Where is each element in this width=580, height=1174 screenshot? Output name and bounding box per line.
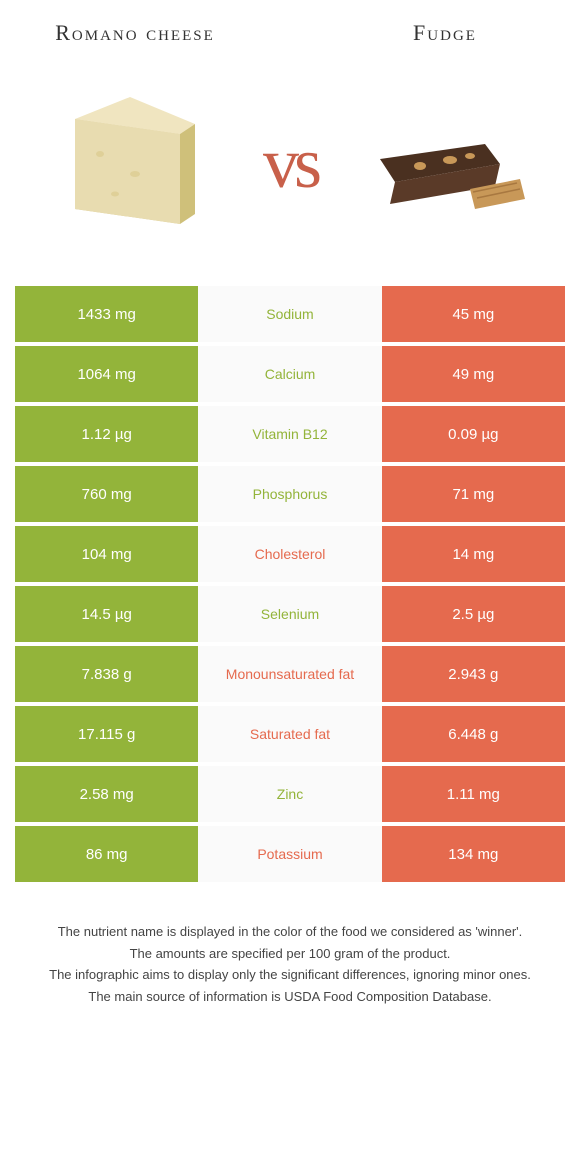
cheese-icon — [45, 79, 215, 249]
value-left: 1064 mg — [15, 346, 198, 402]
value-right: 2.5 µg — [382, 586, 565, 642]
footer-notes: The nutrient name is displayed in the co… — [15, 922, 565, 1006]
value-left: 86 mg — [15, 826, 198, 882]
nutrient-name: Vitamin B12 — [198, 406, 381, 462]
nutrient-name: Phosphorus — [198, 466, 381, 522]
value-left: 14.5 µg — [15, 586, 198, 642]
value-right: 0.09 µg — [382, 406, 565, 462]
value-right: 71 mg — [382, 466, 565, 522]
table-row: 1433 mgSodium45 mg — [15, 286, 565, 342]
nutrient-name: Potassium — [198, 826, 381, 882]
value-left: 2.58 mg — [15, 766, 198, 822]
header: Romano cheese Fudge — [15, 20, 565, 56]
nutrient-name: Sodium — [198, 286, 381, 342]
images-row: vs — [15, 56, 565, 286]
fudge-icon — [365, 104, 535, 224]
value-right: 134 mg — [382, 826, 565, 882]
nutrient-name: Monounsaturated fat — [198, 646, 381, 702]
footer-line-3: The infographic aims to display only the… — [35, 965, 545, 985]
table-row: 2.58 mgZinc1.11 mg — [15, 766, 565, 822]
footer-line-4: The main source of information is USDA F… — [35, 987, 545, 1007]
table-row: 760 mgPhosphorus71 mg — [15, 466, 565, 522]
nutrient-name: Zinc — [198, 766, 381, 822]
table-row: 17.115 gSaturated fat6.448 g — [15, 706, 565, 762]
value-right: 14 mg — [382, 526, 565, 582]
nutrient-name: Calcium — [198, 346, 381, 402]
food-b-title: Fudge — [355, 20, 535, 46]
table-row: 7.838 gMonounsaturated fat2.943 g — [15, 646, 565, 702]
footer-line-1: The nutrient name is displayed in the co… — [35, 922, 545, 942]
food-a-image — [40, 74, 220, 254]
value-left: 1433 mg — [15, 286, 198, 342]
vs-label: vs — [263, 122, 317, 205]
footer-line-2: The amounts are specified per 100 gram o… — [35, 944, 545, 964]
value-right: 49 mg — [382, 346, 565, 402]
nutrient-name: Saturated fat — [198, 706, 381, 762]
table-row: 1064 mgCalcium49 mg — [15, 346, 565, 402]
nutrient-name: Cholesterol — [198, 526, 381, 582]
value-left: 104 mg — [15, 526, 198, 582]
food-a-title: Romano cheese — [45, 20, 225, 46]
value-left: 7.838 g — [15, 646, 198, 702]
value-right: 2.943 g — [382, 646, 565, 702]
table-row: 14.5 µgSelenium2.5 µg — [15, 586, 565, 642]
table-row: 1.12 µgVitamin B120.09 µg — [15, 406, 565, 462]
value-right: 1.11 mg — [382, 766, 565, 822]
value-right: 45 mg — [382, 286, 565, 342]
table-row: 104 mgCholesterol14 mg — [15, 526, 565, 582]
value-left: 17.115 g — [15, 706, 198, 762]
food-b-image — [360, 74, 540, 254]
value-right: 6.448 g — [382, 706, 565, 762]
table-row: 86 mgPotassium134 mg — [15, 826, 565, 882]
nutrient-name: Selenium — [198, 586, 381, 642]
comparison-table: 1433 mgSodium45 mg1064 mgCalcium49 mg1.1… — [15, 286, 565, 882]
value-left: 1.12 µg — [15, 406, 198, 462]
value-left: 760 mg — [15, 466, 198, 522]
